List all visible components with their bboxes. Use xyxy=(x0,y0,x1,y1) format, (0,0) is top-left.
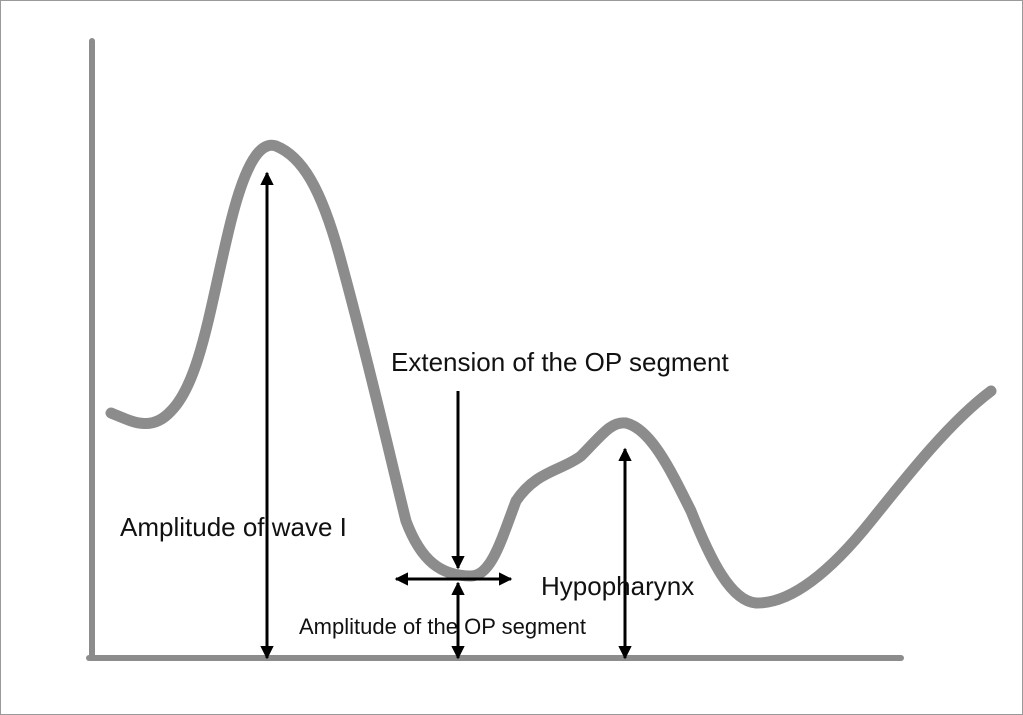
wave-amplitude-label: Amplitude of wave I xyxy=(120,512,347,542)
hypopharynx-label: Hypopharynx xyxy=(541,571,695,601)
op-amplitude-label: Amplitude of the OP segment xyxy=(299,614,586,639)
extension-label: Extension of the OP segment xyxy=(391,347,729,377)
waveform-curve xyxy=(105,139,997,609)
